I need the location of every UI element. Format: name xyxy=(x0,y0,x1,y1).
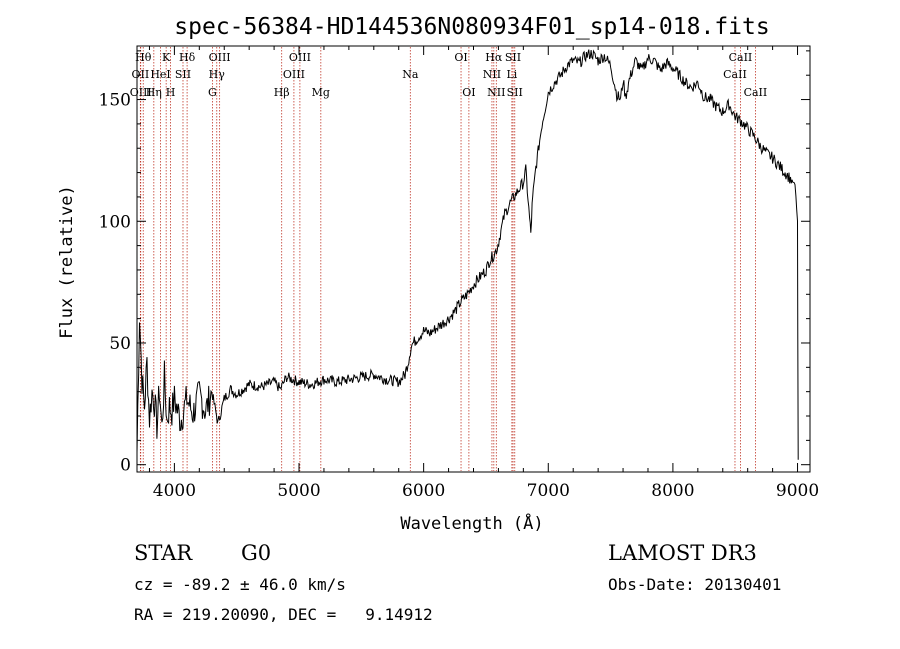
plot-frame xyxy=(136,45,811,473)
x-axis-label: Wavelength (Å) xyxy=(400,512,543,534)
y-axis-label: Flux (relative) xyxy=(57,185,77,339)
x-tick-label-4000: 4000 xyxy=(153,481,196,501)
line-label-17: OI xyxy=(454,51,467,64)
spectral-line-markers xyxy=(139,47,756,471)
line-label-21: NII xyxy=(483,68,501,81)
coordinates-text: RA = 219.20090, DEC = 9.14912 xyxy=(134,605,433,624)
x-tick-label-9000: 9000 xyxy=(776,481,819,501)
y-tick-label-150: 150 xyxy=(99,91,131,111)
line-label-11: G xyxy=(208,86,217,99)
line-label-5: Hη xyxy=(146,86,162,99)
line-label-8: Hδ xyxy=(179,51,196,64)
axis-tick-labels: 4000 5000 6000 7000 8000 9000 0 50 100 150 xyxy=(99,91,820,501)
survey-label: LAMOST DR3 xyxy=(608,541,757,565)
line-label-23: NII xyxy=(487,86,505,99)
line-label-15: Mg xyxy=(312,86,330,99)
object-subclass: G0 xyxy=(241,541,271,565)
axis-ticks xyxy=(137,46,810,472)
line-label-25: CaII xyxy=(729,51,753,64)
line-label-19: Hα xyxy=(485,51,503,64)
chart-title: spec-56384-HD144536N080934F01_sp14-018.f… xyxy=(174,14,769,40)
x-tick-label-5000: 5000 xyxy=(277,481,320,501)
y-tick-label-0: 0 xyxy=(120,456,131,476)
obs-date: Obs-Date: 20130401 xyxy=(608,575,781,594)
x-tick-label-7000: 7000 xyxy=(527,481,570,501)
line-label-24: SII xyxy=(507,86,523,99)
flux-series-line xyxy=(136,49,799,460)
line-label-3: K xyxy=(162,51,171,64)
line-label-18: OI xyxy=(462,86,475,99)
line-label-4: HeI xyxy=(150,68,170,81)
x-tick-label-8000: 8000 xyxy=(651,481,694,501)
line-label-6: H xyxy=(166,86,176,99)
line-label-7: SII xyxy=(175,68,191,81)
line-label-12: Hβ xyxy=(274,86,290,99)
line-label-0: Hθ xyxy=(135,51,152,64)
line-label-27: CaII xyxy=(744,86,768,99)
line-label-9: OIII xyxy=(209,51,231,64)
spectral-line-labels: Hθ OII OIII K HeI Hη H SII Hδ OIII Hγ G Hβ OIII OIII Mg… xyxy=(130,51,768,99)
x-tick-label-6000: 6000 xyxy=(402,481,445,501)
object-class: STAR xyxy=(134,541,193,565)
line-label-13: OIII xyxy=(289,51,311,64)
line-label-10: Hγ xyxy=(209,68,226,81)
line-label-14: OIII xyxy=(283,68,305,81)
line-label-26: CaII xyxy=(723,68,747,81)
redshift-text: cz = -89.2 ± 46.0 km/s xyxy=(134,575,346,594)
line-label-16: Na xyxy=(402,68,419,81)
line-label-1: OII xyxy=(132,68,150,81)
y-tick-label-100: 100 xyxy=(99,212,131,232)
line-label-20: SII xyxy=(505,51,521,64)
line-label-22: Li xyxy=(506,68,517,81)
y-tick-label-50: 50 xyxy=(109,334,131,354)
line-label-2: OIII xyxy=(130,86,152,99)
